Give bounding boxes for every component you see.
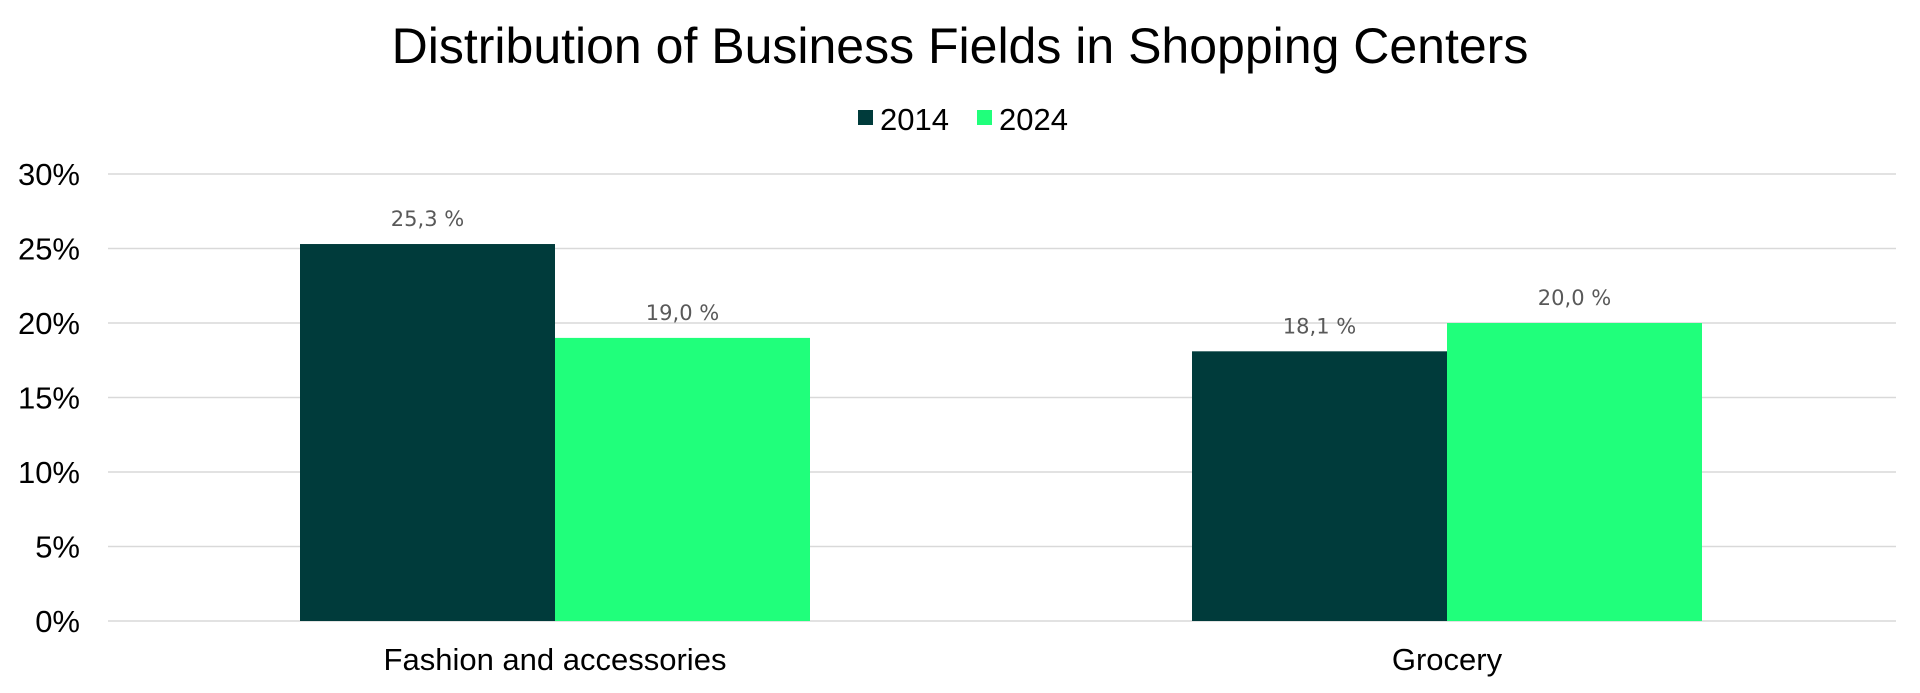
x-category-label: Grocery — [1392, 642, 1503, 677]
bar-2024-fashion-and-accessories — [555, 337, 810, 621]
x-axis: Fashion and accessories Grocery — [384, 642, 1503, 677]
chart-title: Distribution of Business Fields in Shopp… — [392, 18, 1529, 74]
data-label: 18,1 % — [1283, 314, 1356, 338]
y-tick-label: 25% — [18, 232, 80, 267]
y-tick-label: 5% — [35, 530, 80, 565]
legend-label-2024: 2024 — [999, 102, 1068, 137]
legend-swatch-2014 — [858, 110, 873, 125]
legend-label-2014: 2014 — [880, 102, 949, 137]
y-axis: 0% 5% 10% 15% 20% 25% 30% — [18, 157, 80, 639]
bars — [300, 244, 1702, 621]
bar-2014-fashion-and-accessories — [300, 244, 555, 621]
data-label: 20,0 % — [1538, 286, 1611, 310]
y-tick-label: 20% — [18, 306, 80, 341]
bar-2024-grocery — [1447, 323, 1702, 621]
bar-2014-grocery — [1192, 351, 1447, 621]
data-labels: 25,3 % 19,0 % 18,1 % 20,0 % — [391, 207, 1611, 338]
y-tick-label: 30% — [18, 157, 80, 192]
y-tick-label: 0% — [35, 604, 80, 639]
y-tick-label: 10% — [18, 455, 80, 490]
data-label: 25,3 % — [391, 207, 464, 231]
data-label: 19,0 % — [646, 301, 719, 325]
legend-swatch-2024 — [977, 110, 992, 125]
x-category-label: Fashion and accessories — [384, 642, 727, 677]
y-tick-label: 15% — [18, 381, 80, 416]
legend: 2014 2024 — [858, 102, 1068, 137]
